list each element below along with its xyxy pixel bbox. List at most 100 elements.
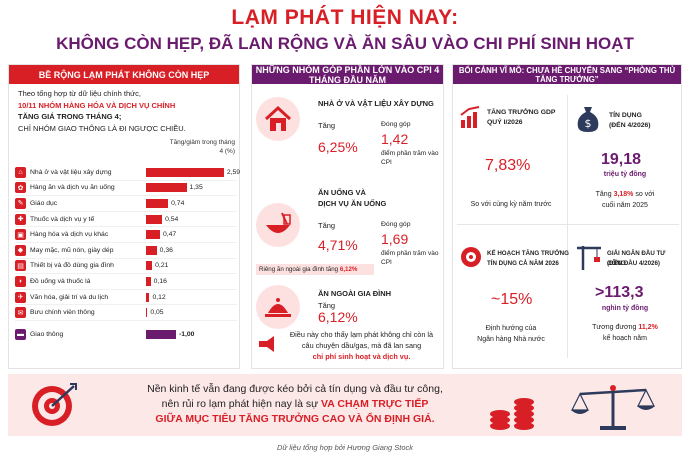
public-investment-label-2: (ĐẾN ĐẦU 4/2026) (607, 260, 660, 267)
right-panel-heading: BỐI CẢNH VĨ MÔ: CHƯA HỀ CHUYỂN SANG “PHÒ… (453, 65, 681, 84)
bar (145, 261, 153, 271)
conclusion-line-3: chi phí sinh hoạt và dịch vụ. (312, 352, 411, 361)
bar (145, 276, 151, 286)
bar (145, 245, 157, 255)
bottom-line-3: GIỮA MỤC TIÊU TĂNG TRƯỞNG CAO VÀ ỔN ĐỊNH… (155, 413, 435, 425)
group1-increase: 6,25% (318, 139, 358, 155)
group2-contribution-unit: điểm phần trăm vào CPI (381, 250, 439, 266)
source-note: Dữ liệu tổng hợp bởi Hương Giang Stock (276, 443, 414, 452)
page-title: LẠM PHÁT HIỆN NAY: (231, 6, 459, 29)
bar-row: ◆ May mặc, mũ nón, giày dép 0,36 (15, 243, 237, 259)
group2-increase: 4,71% (318, 237, 358, 253)
bar-row: ✉ Bưu chính viễn thông 0,05 (15, 305, 237, 321)
bar (145, 198, 169, 208)
group3-increase: 6,12% (318, 309, 358, 325)
credit-note-3: cuối năm 2025 (602, 202, 648, 209)
bar-label: Nhà ở và vật liệu xây dựng (30, 168, 112, 176)
page-subtitle: KHÔNG CÒN HẸP, ĐÃ LAN RỘNG VÀ ĂN SÂU VÀO… (56, 34, 634, 53)
bar-row: ▤ Thiết bị và đồ dùng gia đình 0,21 (15, 259, 237, 275)
bar-track: 0,36 (145, 245, 237, 255)
bar-value: 0,74 (171, 199, 185, 207)
bar-label: Hàng hóa và dịch vụ khác (30, 231, 109, 239)
megaphone-icon (256, 333, 278, 355)
left-intro: Theo tổng hợp từ dữ liệu chính thức, 10/… (9, 84, 239, 134)
bar-track: 1,35 (145, 183, 237, 193)
bar (145, 292, 150, 302)
public-investment-note-2: kế hoạch năm (603, 335, 647, 342)
money-bag-icon: $ (575, 103, 601, 133)
credit-plan-label-2: TÍN DỤNG CẢ NĂM 2026 (487, 260, 559, 267)
bar-row: ✎ Giáo dục 0,74 (15, 196, 237, 212)
public-investment-value: >113,3 (595, 284, 644, 301)
bottom-line-1: Nền kinh tế vẫn đang được kéo bởi cả tín… (147, 383, 443, 395)
inflation-breadth-panel: BỀ RỘNG LẠM PHÁT KHÔNG CÒN HẸP Theo tổng… (8, 64, 240, 369)
bar-track: 0,05 (145, 308, 237, 318)
group3-increase-label: Tăng (318, 301, 336, 310)
svg-text:$: $ (585, 117, 592, 130)
bar-track: 0,21 (145, 261, 237, 271)
clothing-icon: ◆ (15, 244, 26, 256)
left-panel-heading: BỀ RỘNG LẠM PHÁT KHÔNG CÒN HẸP (9, 65, 239, 84)
dish-cloche-icon (256, 285, 300, 329)
credit-plan-label-1: KẾ HOẠCH TĂNG TRƯỞNG (487, 250, 569, 257)
credit-note-value: 3,18% (613, 191, 634, 198)
bar-row-transport: ▬ Giao thông -1,00 (15, 327, 237, 343)
bar-value: 1,35 (189, 184, 203, 192)
intro-line-1: Theo tổng hợp từ dữ liệu chính thức, (18, 89, 141, 98)
credit-note: Tăng 3,18% so với cuối năm 2025 (571, 189, 679, 211)
bar-value: 2,59 (226, 168, 241, 176)
construction-crane-icon (575, 243, 603, 271)
credit-value: 19,18 (601, 151, 642, 168)
group1-contribution-unit: điểm phần trăm vào CPI (381, 150, 439, 166)
bar-value: 0,47 (162, 231, 177, 239)
bottom-banner: Nền kinh tế vẫn đang được kéo bởi cả tín… (8, 374, 682, 436)
credit-plan-note-2: Ngân hàng Nhà nước (477, 336, 545, 343)
intro-line-4: CHỈ NHÓM GIAO THÔNG LÀ ĐI NGƯỢC CHIỀU. (18, 123, 186, 133)
intro-line-2: 10/11 NHÓM HÀNG HÓA VÀ DỊCH VỤ CHÍNH (18, 100, 176, 110)
mid-conclusion: Điều này cho thấy lạm phát không chỉ còn… (284, 329, 439, 362)
bar-track: 0,74 (145, 198, 237, 208)
public-investment-note-1: Tương đương (592, 324, 637, 331)
house-icon (256, 97, 300, 141)
conclusion-line-1: Điều này cho thấy lạm phát không chỉ còn… (289, 330, 434, 339)
education-icon: ✎ (15, 197, 26, 209)
bar-rows: ⌂ Nhà ở và vật liệu xây dựng 2,59 ✿ Hàng ăn … (15, 165, 241, 343)
drink-icon: ◗ (15, 275, 26, 287)
target-arrow-icon (30, 382, 78, 433)
bar-row: ⌂ Nhà ở và vật liệu xây dựng 2,59 (15, 165, 241, 181)
gdp-note: So với cùng kỳ năm trước (470, 201, 552, 208)
bar-label: May mặc, mũ nón, giày dép (30, 246, 114, 254)
bar-value: 0,05 (150, 309, 164, 317)
public-investment-unit: nghìn tỷ đồng (601, 305, 649, 312)
group2-note-value: 6,12% (339, 266, 358, 273)
group2-contribution-label: Đóng góp (381, 221, 411, 228)
credit-unit: triệu tỷ đồng (603, 171, 647, 178)
group2-title-2: DỊCH VỤ ĂN UỐNG (318, 199, 387, 208)
bar-label: Giao thông (30, 331, 64, 339)
bar (145, 330, 176, 340)
bar-value: 0,36 (159, 246, 173, 254)
bar-value: 0,16 (153, 277, 167, 285)
bar-value: -1,00 (178, 331, 195, 339)
group1-increase-label: Tăng (318, 121, 336, 130)
car-icon: ▬ (15, 329, 26, 341)
gear-target-icon (459, 245, 483, 269)
bar-track: 0,54 (145, 214, 237, 224)
credit-note-2: so với (635, 191, 655, 198)
bar-label: Thuốc và dịch vụ y tế (30, 215, 95, 223)
bar-track: 0,47 (145, 230, 237, 240)
bar-track: 2,59 (145, 167, 241, 177)
vertical-divider (567, 95, 568, 358)
bar-value: 0,21 (155, 262, 169, 270)
balance-scale-icon (568, 382, 658, 437)
credit-label-1: TÍN DỤNG (609, 112, 642, 119)
food-icon: ✿ (15, 182, 26, 194)
bar-track: 0,16 (145, 276, 237, 286)
group2-title-1: ĂN UỐNG VÀ (318, 188, 366, 197)
public-investment-label-1: GIẢI NGÂN ĐẦU TƯ CÔNG (607, 250, 666, 267)
credit-label-2: (ĐẾN 4/2026) (609, 122, 651, 129)
bar (145, 183, 187, 193)
horizontal-divider (457, 224, 679, 225)
appliance-icon: ▤ (15, 260, 26, 272)
bar-value: 0,54 (165, 215, 179, 223)
